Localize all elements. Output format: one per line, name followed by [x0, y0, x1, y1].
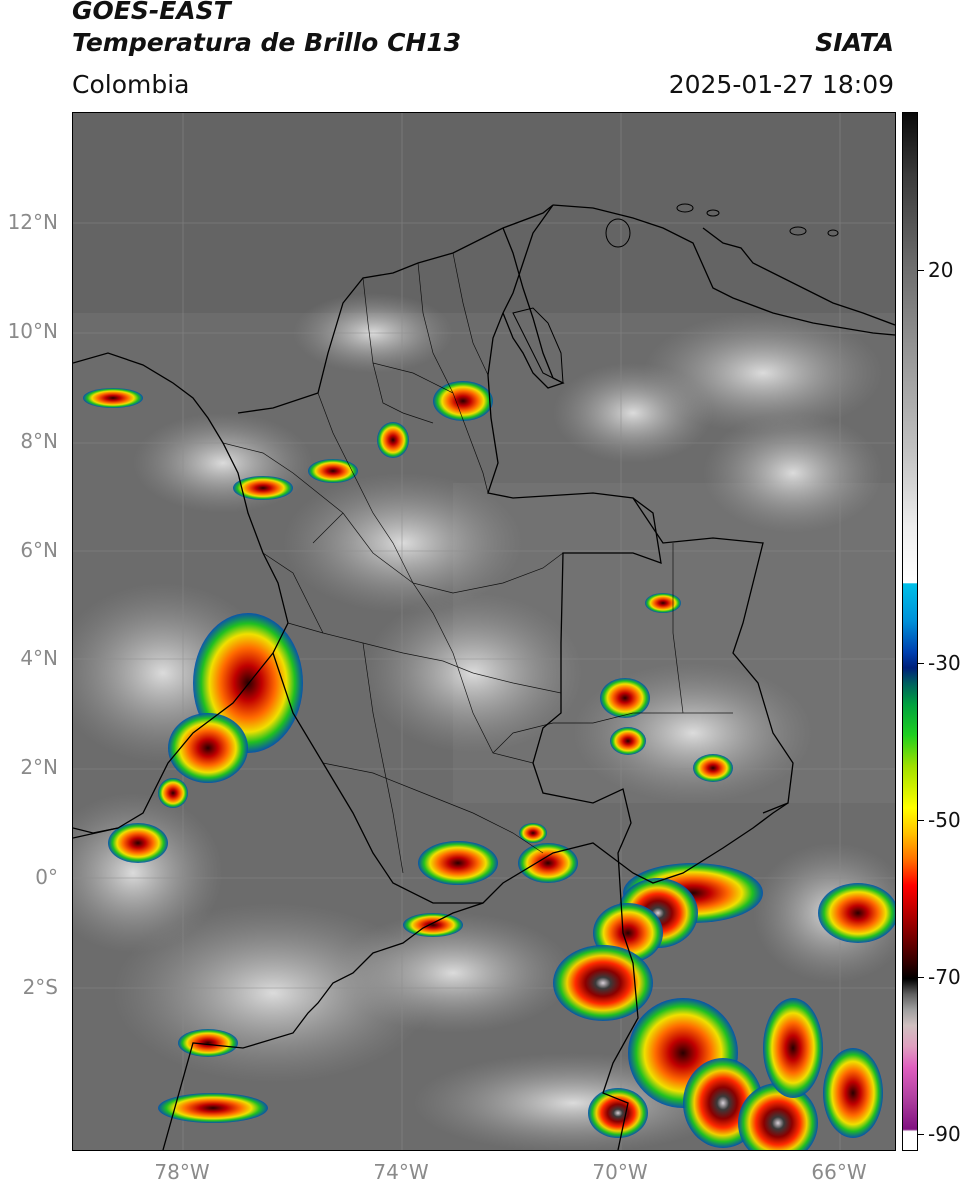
coastline-islands — [512, 203, 839, 384]
lat-label-8n: 8°N — [20, 429, 58, 453]
lat-label-0: 0° — [35, 865, 58, 889]
colorbar-label-minus90: -90 — [928, 1122, 961, 1146]
lat-label-12n: 12°N — [7, 210, 58, 234]
colorbar-label-minus30: -30 — [928, 651, 961, 675]
colorbar-label-minus70: -70 — [928, 965, 961, 989]
lat-label-4n: 4°N — [20, 646, 58, 670]
satellite-map — [72, 112, 896, 1151]
colorbar-tick — [918, 663, 924, 664]
organization-label: SIATA — [815, 28, 894, 57]
region-label: Colombia — [72, 70, 190, 99]
title-block: GOES-EAST Temperatura de Brillo CH13 Col… — [72, 0, 894, 108]
department-borders — [222, 252, 733, 874]
lon-label-66w: 66°W — [811, 1160, 867, 1184]
lon-label-78w: 78°W — [154, 1160, 210, 1184]
colorbar-label-minus50: -50 — [928, 808, 961, 832]
colorbar-label-20: 20 — [928, 258, 954, 282]
colorbar-tick — [918, 270, 924, 271]
satellite-title: GOES-EAST — [72, 0, 231, 25]
lat-label-2s: 2°S — [22, 975, 58, 999]
colorbar — [902, 112, 918, 1151]
lat-label-2n: 2°N — [20, 755, 58, 779]
lon-label-70w: 70°W — [592, 1160, 648, 1184]
colorbar-tick — [918, 977, 924, 978]
cloud-cover — [73, 293, 895, 1150]
lat-label-10n: 10°N — [7, 319, 58, 343]
timestamp-label: 2025-01-27 18:09 — [668, 70, 894, 99]
lon-label-74w: 74°W — [373, 1160, 429, 1184]
colorbar-tick — [918, 1134, 924, 1135]
product-title: Temperatura de Brillo CH13 — [72, 28, 462, 57]
convective-cells — [83, 381, 895, 1150]
colorbar-tick — [918, 820, 924, 821]
lat-label-6n: 6°N — [20, 538, 58, 562]
